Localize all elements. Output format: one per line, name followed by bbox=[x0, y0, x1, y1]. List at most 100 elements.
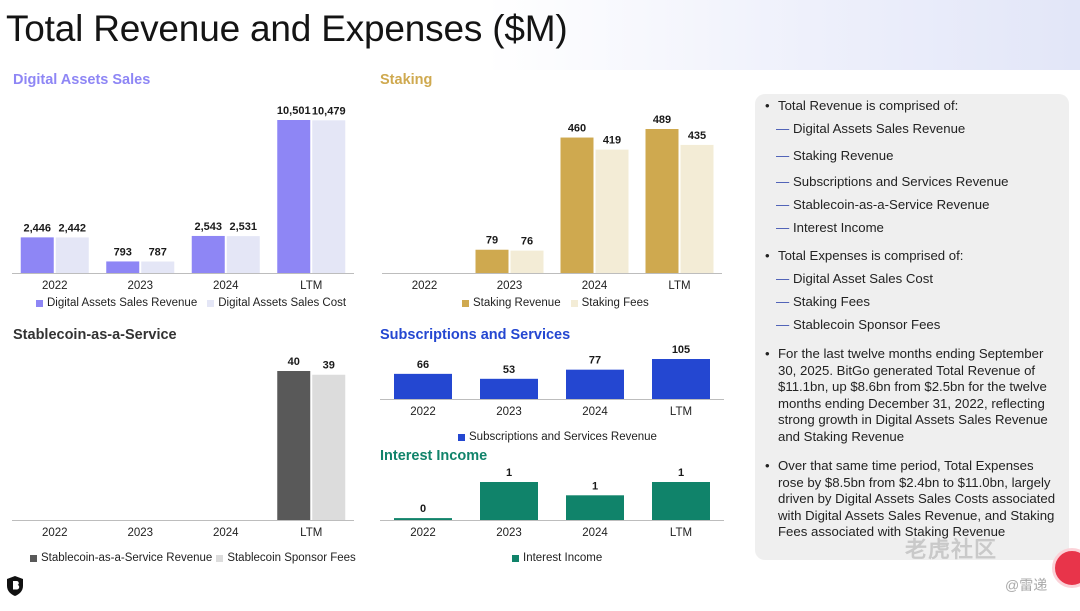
dash: — bbox=[776, 120, 790, 136]
floating-badge-icon[interactable] bbox=[1052, 548, 1080, 588]
chart-title-subscriptions: Subscriptions and Services bbox=[380, 327, 571, 343]
legend-label: Digital Assets Sales Cost bbox=[218, 297, 347, 309]
legend-label: Staking Revenue bbox=[473, 297, 561, 309]
legend-item: Stablecoin Sponsor Fees bbox=[216, 552, 356, 564]
data-label: 10,479 bbox=[312, 105, 346, 117]
data-label: 40 bbox=[288, 356, 300, 368]
bullet: • bbox=[765, 98, 770, 113]
data-label: 793 bbox=[114, 246, 132, 258]
bullet: • bbox=[765, 346, 770, 361]
digital-assets-sales-chart: 2,446 2,442 2022 793 787 2023 2,543 2,531 2024 10… bbox=[12, 105, 354, 292]
bar bbox=[566, 369, 624, 399]
watermark-user: @雷递 bbox=[1005, 577, 1048, 593]
data-label: 787 bbox=[149, 247, 167, 259]
stablecoin-chart: 2022 2023 2024 40 39 LTM bbox=[12, 356, 354, 539]
legend-item: Staking Revenue bbox=[462, 297, 561, 309]
bar bbox=[652, 359, 710, 399]
legend-label: Digital Assets Sales Revenue bbox=[47, 297, 198, 309]
legend-swatch bbox=[36, 299, 43, 307]
x-tick-label: 2022 bbox=[42, 527, 68, 539]
x-tick-label: 2023 bbox=[127, 280, 153, 292]
data-label: 76 bbox=[521, 236, 533, 248]
revenue-heading-text: Total Revenue is comprised of: bbox=[778, 98, 959, 113]
bar bbox=[277, 120, 311, 273]
chart-title-stablecoin: Stablecoin-as-a-Service bbox=[13, 327, 177, 343]
chart-title-staking: Staking bbox=[380, 72, 433, 88]
header-background bbox=[0, 0, 1080, 70]
x-tick-label: LTM bbox=[670, 527, 692, 539]
legend-label: Stablecoin-as-a-Service Revenue bbox=[41, 552, 213, 564]
revenue-item-label: Digital Assets Sales Revenue bbox=[793, 120, 966, 136]
legend-item: Interest Income bbox=[512, 552, 602, 564]
dash: — bbox=[776, 147, 790, 163]
chart-title-digital-assets: Digital Assets Sales bbox=[13, 72, 151, 88]
expense-item: — Stablecoin Sponsor Fees bbox=[776, 317, 1061, 334]
revenue-heading: • Total Revenue is comprised of: bbox=[765, 98, 1061, 115]
bar bbox=[510, 250, 544, 273]
data-label: 460 bbox=[568, 123, 586, 135]
data-label: 0 bbox=[420, 503, 426, 515]
bar bbox=[680, 144, 714, 273]
x-tick-label: 2024 bbox=[582, 527, 608, 539]
legend-swatch bbox=[458, 433, 465, 441]
legend-digital-assets: Digital Assets Sales Revenue Digital Ass… bbox=[36, 297, 356, 309]
revenue-section: • Total Revenue is comprised of: — Digital… bbox=[765, 98, 1061, 237]
x-tick-label: LTM bbox=[300, 280, 322, 292]
bullet: • bbox=[765, 248, 770, 263]
legend-label: Interest Income bbox=[523, 552, 603, 564]
legend-item: Staking Fees bbox=[570, 297, 649, 309]
data-label: 2,531 bbox=[229, 221, 257, 233]
legend-swatch bbox=[216, 554, 224, 562]
revenue-item: — Interest Income bbox=[776, 220, 1061, 237]
data-label: 39 bbox=[323, 360, 335, 372]
paragraph-revenue: • For the last twelve months ending Septe… bbox=[765, 346, 1061, 446]
dash: — bbox=[776, 316, 790, 332]
bar bbox=[394, 518, 452, 520]
revenue-item: — Digital Assets Sales Revenue bbox=[776, 121, 1061, 138]
bar bbox=[560, 137, 594, 273]
bar bbox=[645, 129, 679, 273]
legend-label: Subscriptions and Services Revenue bbox=[469, 431, 657, 443]
interest-income-chart: 0 2022 1 2023 1 2024 1 LTM bbox=[380, 467, 724, 539]
legend-swatch bbox=[570, 299, 578, 307]
subscriptions-chart: 66 2022 53 2023 77 2024 105 LTM bbox=[380, 344, 724, 418]
x-tick-label: 2024 bbox=[582, 406, 608, 418]
data-label: 2,543 bbox=[194, 221, 222, 233]
bitgo-logo-icon bbox=[7, 576, 23, 596]
legend-label: Staking Fees bbox=[581, 297, 649, 309]
data-label: 10,501 bbox=[277, 105, 311, 117]
data-label: 1 bbox=[506, 467, 512, 479]
x-tick-label: LTM bbox=[668, 280, 690, 292]
paragraph-revenue-bullet: • For the last twelve months ending Septe… bbox=[765, 346, 1061, 446]
legend-swatch bbox=[512, 554, 519, 562]
dash: — bbox=[776, 270, 790, 286]
expense-item: — Staking Fees bbox=[776, 294, 1061, 311]
legend-staking: Staking Revenue Staking Fees bbox=[462, 297, 659, 309]
revenue-item-label: Stablecoin-as-a-Service Revenue bbox=[793, 197, 990, 213]
x-tick-label: 2023 bbox=[127, 527, 153, 539]
data-label: 2,446 bbox=[23, 222, 51, 234]
data-label: 1 bbox=[592, 480, 598, 492]
bar bbox=[652, 482, 710, 520]
legend-item: Digital Assets Sales Cost bbox=[207, 297, 346, 309]
x-tick-label: 2022 bbox=[412, 280, 438, 292]
legend-stablecoin: Stablecoin-as-a-Service Revenue Stableco… bbox=[30, 552, 366, 564]
legend-label: Stablecoin Sponsor Fees bbox=[227, 552, 356, 564]
revenue-item: — Staking Revenue bbox=[776, 148, 1061, 165]
paragraph-expenses-bullet: • Over that same time period, Total Expen… bbox=[765, 458, 1061, 541]
bar bbox=[312, 120, 346, 273]
summary-box: • Total Revenue is comprised of: — Digital… bbox=[755, 94, 1069, 560]
data-label: 53 bbox=[503, 364, 515, 376]
legend-subscriptions: Subscriptions and Services Revenue bbox=[458, 431, 667, 443]
bar bbox=[394, 373, 452, 399]
revenue-item: — Subscriptions and Services Revenue bbox=[776, 174, 1061, 191]
revenue-item: — Stablecoin-as-a-Service Revenue bbox=[776, 197, 1061, 214]
data-label: 105 bbox=[672, 344, 690, 356]
x-tick-label: 2024 bbox=[582, 280, 608, 292]
bar bbox=[566, 495, 624, 520]
expense-heading: • Total Expenses is comprised of: bbox=[765, 248, 1061, 265]
bar bbox=[191, 235, 225, 273]
legend-item: Stablecoin-as-a-Service Revenue bbox=[30, 552, 212, 564]
legend-swatch bbox=[30, 554, 37, 562]
dash: — bbox=[776, 220, 790, 236]
